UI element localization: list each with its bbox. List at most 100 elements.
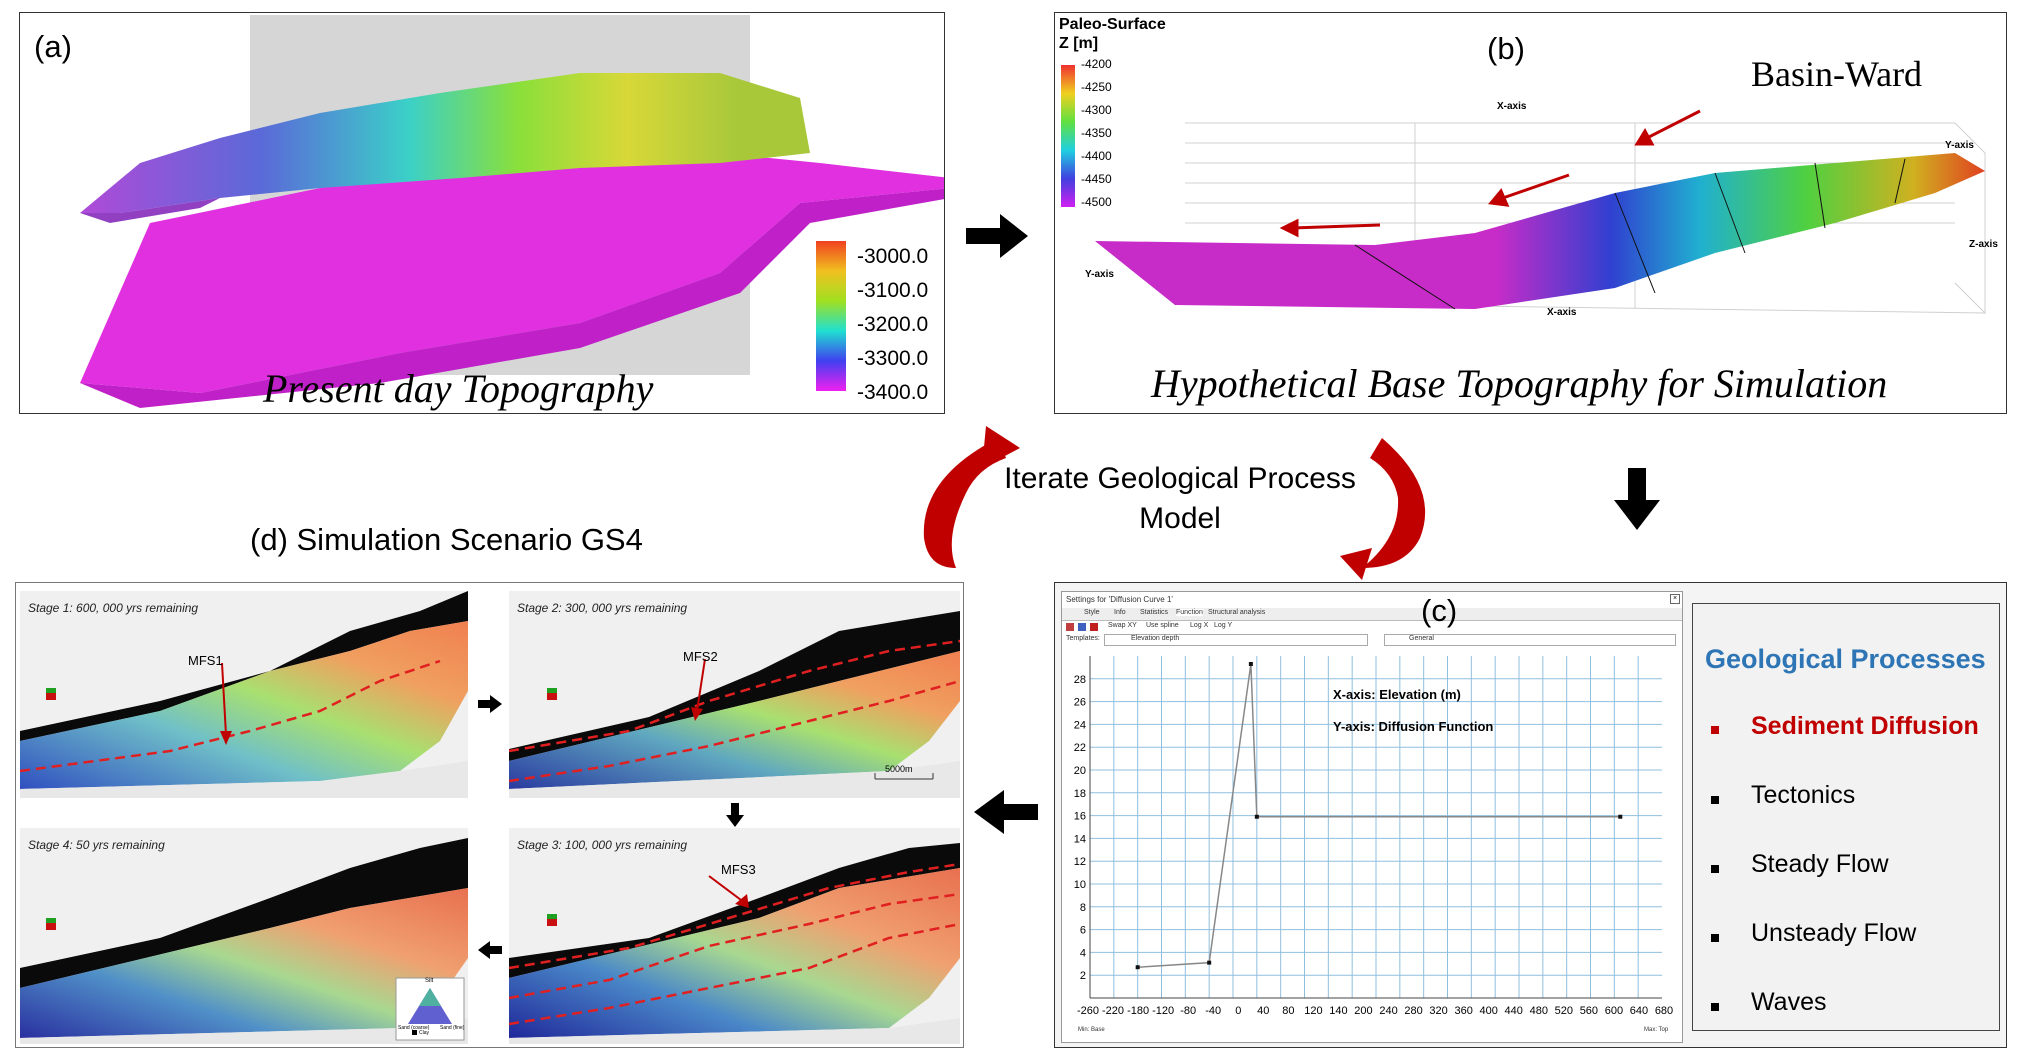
delete-icon[interactable] [1090,623,1098,631]
log-y-checkbox[interactable]: Log Y [1214,622,1233,629]
min-base-label: Min: Base [1078,1027,1105,1033]
stage-arrow-left-icon [478,941,502,959]
tab-info[interactable]: Info [1114,609,1126,616]
y-tick-label: 20 [1074,765,1086,777]
stage-2-title: Stage 2: 300, 000 yrs remaining [517,601,688,615]
stage-arrow-right-icon [478,695,502,713]
panel-b-label: (b) [1487,31,1525,66]
colorbar-a-tick: -3400.0 [857,381,929,404]
x-tick-label: -40 [1205,1005,1221,1017]
process-waves: Waves [1751,988,1827,1016]
process-unsteady-flow: Unsteady Flow [1751,919,1917,947]
y-tick-label: 26 [1074,697,1086,709]
legend-label: Sand (fine) [440,1025,465,1031]
x-tick-label: 560 [1580,1005,1598,1017]
legend-label: Silt [425,978,434,984]
tab-bar: Style Info Statistics Function Structura… [1062,608,1682,621]
y-template-select[interactable]: General [1384,634,1676,646]
y-tick-label: 2 [1080,970,1086,982]
colorbar-b-title: Paleo-Surface [1059,16,1166,33]
x-template-select[interactable]: Elevation depth [1104,634,1368,646]
process-steady-flow: Steady Flow [1751,850,1889,878]
stage-2: Stage 2: 300, 000 yrs remaining MFS2 500… [509,591,960,798]
basin-ward-annotation: Basin-Ward [1751,54,1923,94]
use-spline-checkbox[interactable]: Use spline [1146,622,1179,629]
colorbar-a-tick: -3000.0 [857,245,929,268]
colorbar-b-tick: -4500 [1081,195,1112,209]
stage-1-render [20,591,468,798]
legend-label: Sand (coarse) [398,1025,430,1031]
stage-4: Stage 4: 50 yrs remaining Silt Sand (coa… [20,828,468,1044]
stage-3-render [509,843,960,1044]
loop-text: Iterate Geological Process Model [970,462,1390,536]
axis-label: Z-axis [1969,239,1998,250]
x-tick-label: 200 [1354,1005,1372,1017]
colorbar-b-tick: -4300 [1081,103,1112,117]
x-tick-label: 680 [1655,1005,1673,1017]
panel-b-caption: Hypothetical Base Topography for Simulat… [1151,361,1888,406]
diffusion-curve-point [1207,960,1212,965]
process-tectonics: Tectonics [1751,781,1856,809]
x-tick-label: -180 [1127,1005,1149,1017]
processes-title: Geological Processes [1705,644,1986,674]
y-axis-note: Y-axis: Diffusion Function [1333,719,1494,734]
max-top-label: Max: Top [1644,1027,1669,1033]
x-tick-label: 0 [1235,1005,1241,1017]
panel-a-label: (a) [34,29,72,64]
window-title: Settings for 'Diffusion Curve 1' [1066,595,1173,604]
panel-b: (b) Paleo-Surface Z [m] -4200 -4250 -430… [1054,12,2007,414]
x-template-value: Elevation depth [1131,635,1180,642]
x-tick-label: 440 [1505,1005,1523,1017]
axis-label: Y-axis [1945,140,1974,151]
colorbar-a-tick: -3200.0 [857,313,929,336]
panel-c: Settings for 'Diffusion Curve 1' × Style… [1054,582,2007,1048]
y-tick-label: 8 [1080,902,1086,914]
panel-d-title: (d) Simulation Scenario GS4 [250,522,643,557]
colorbar-b-unit: Z [m] [1059,35,1099,52]
swap-xy-button[interactable]: Swap XY [1108,622,1137,629]
bullet-icon [1711,1003,1719,1011]
stage-3: Stage 3: 100, 000 yrs remaining MFS3 [509,828,960,1044]
panel-d: Stage 1: 600, 000 yrs remaining MFS1 [15,582,964,1048]
colorbar-b-tick: -4400 [1081,149,1112,163]
axis-label: X-axis [1497,101,1527,112]
stage-4-render [20,838,468,1044]
process-sediment-diffusion: Sediment Diffusion [1751,712,1979,740]
template-row: Templates: Elevation depth General [1062,634,1682,646]
y-tick-label: 4 [1080,947,1086,959]
tab-structural-analysis[interactable]: Structural analysis [1208,609,1266,616]
x-tick-label: -260 [1077,1005,1099,1017]
x-tick-label: 640 [1630,1005,1648,1017]
close-icon[interactable]: × [1670,594,1680,604]
y-tick-label: 24 [1074,719,1086,731]
bullet-icon [1711,865,1719,873]
x-tick-label: 140 [1329,1005,1347,1017]
y-tick-label: 14 [1074,833,1086,845]
present-topography-render [80,15,944,408]
tab-function[interactable]: Function [1176,609,1203,616]
settings-window: Settings for 'Diffusion Curve 1' × Style… [1061,591,1683,1043]
axis-label: Y-axis [1085,269,1114,280]
toolbar: Swap XY Use spline Log X Log Y [1062,621,1682,633]
toolbar-icon[interactable] [1078,623,1086,631]
x-tick-label: -120 [1152,1005,1174,1017]
x-tick-label: 280 [1404,1005,1422,1017]
bullet-icon [1711,726,1719,734]
x-tick-label: 360 [1454,1005,1472,1017]
diffusion-curve-point [1248,661,1253,666]
colorbar-a-tick: -3100.0 [857,279,929,302]
iterate-loop-arrows [923,426,1426,580]
y-tick-label: 12 [1074,856,1086,868]
tab-style[interactable]: Style [1084,609,1100,616]
x-tick-label: 40 [1257,1005,1269,1017]
log-x-checkbox[interactable]: Log X [1190,622,1209,629]
toolbar-icon[interactable] [1066,623,1074,631]
tab-statistics[interactable]: Statistics [1140,609,1169,616]
x-axis-note: X-axis: Elevation (m) [1333,687,1461,702]
x-tick-label: -220 [1102,1005,1124,1017]
y-tick-label: 6 [1080,925,1086,937]
templates-label: Templates: [1066,635,1100,642]
base-topography-render [1061,65,1986,315]
y-tick-label: 10 [1074,879,1086,891]
